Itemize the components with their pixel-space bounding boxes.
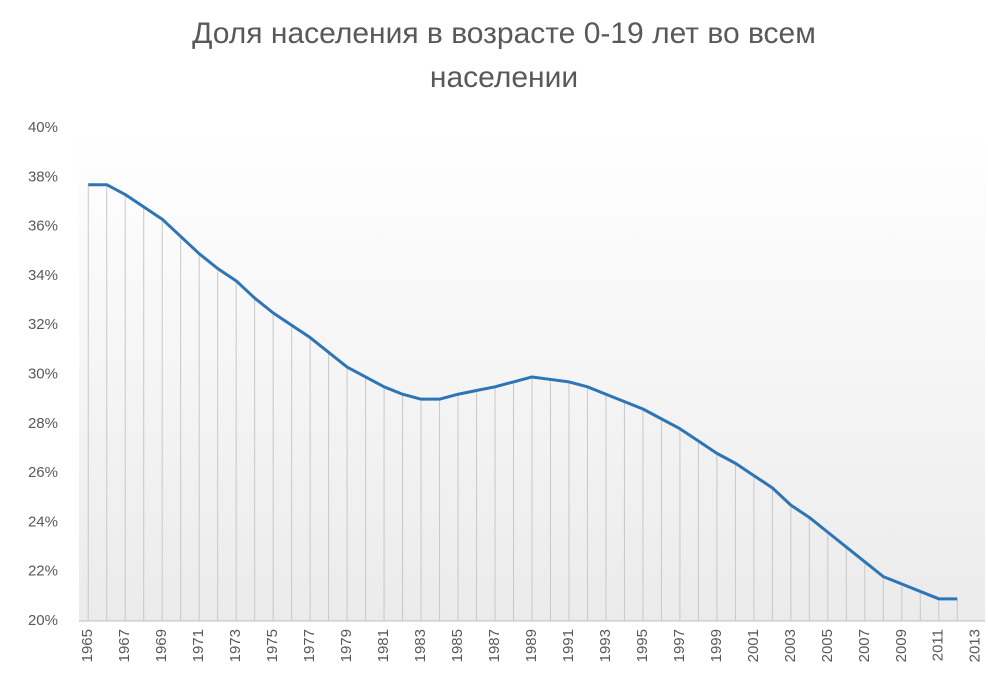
x-tick-label: 1987	[486, 629, 503, 662]
x-tick-label: 1967	[116, 629, 133, 662]
x-tick-label: 1977	[301, 629, 318, 662]
y-tick-label: 30%	[28, 365, 58, 382]
x-tick-label: 1971	[190, 629, 207, 662]
x-tick-label: 1989	[523, 629, 540, 662]
x-tick-label: 2003	[782, 629, 799, 662]
x-tick-label: 1981	[375, 629, 392, 662]
x-tick-label: 2005	[819, 629, 836, 662]
x-tick-label: 1979	[338, 629, 355, 662]
x-tick-label: 1973	[227, 629, 244, 662]
x-tick-label: 1975	[264, 629, 281, 662]
x-tick-label: 1993	[597, 629, 614, 662]
data-line	[88, 183, 958, 601]
chart-title: Доля населения в возрасте 0-19 лет во вс…	[192, 17, 816, 94]
y-tick-label: 32%	[28, 316, 58, 333]
x-tick-label: 2013	[967, 629, 984, 662]
x-tick-label: 1985	[449, 629, 466, 662]
x-tick-label: 1983	[412, 629, 429, 662]
x-tick-label: 1965	[79, 629, 96, 662]
y-tick-label: 38%	[28, 168, 58, 185]
y-tick-label: 26%	[28, 464, 58, 481]
x-tick-label: 1999	[708, 629, 725, 662]
y-tick-label: 28%	[28, 415, 58, 432]
x-tick-label: 1995	[634, 629, 651, 662]
x-tick-label: 2001	[745, 629, 762, 662]
y-tick-label: 22%	[28, 563, 58, 580]
x-tick-label: 2011	[930, 629, 947, 661]
x-tick-label: 1991	[560, 629, 577, 662]
x-tick-label: 1997	[671, 629, 688, 662]
x-tick-label: 2007	[856, 629, 873, 662]
x-tick-label: 2009	[893, 629, 910, 662]
y-tick-label: 24%	[28, 513, 58, 530]
y-tick-label: 34%	[28, 267, 58, 284]
y-tick-label: 40%	[28, 119, 58, 136]
y-tick-label: 20%	[28, 612, 58, 629]
x-tick-label: 1969	[153, 629, 170, 662]
y-tick-label: 36%	[28, 218, 58, 235]
